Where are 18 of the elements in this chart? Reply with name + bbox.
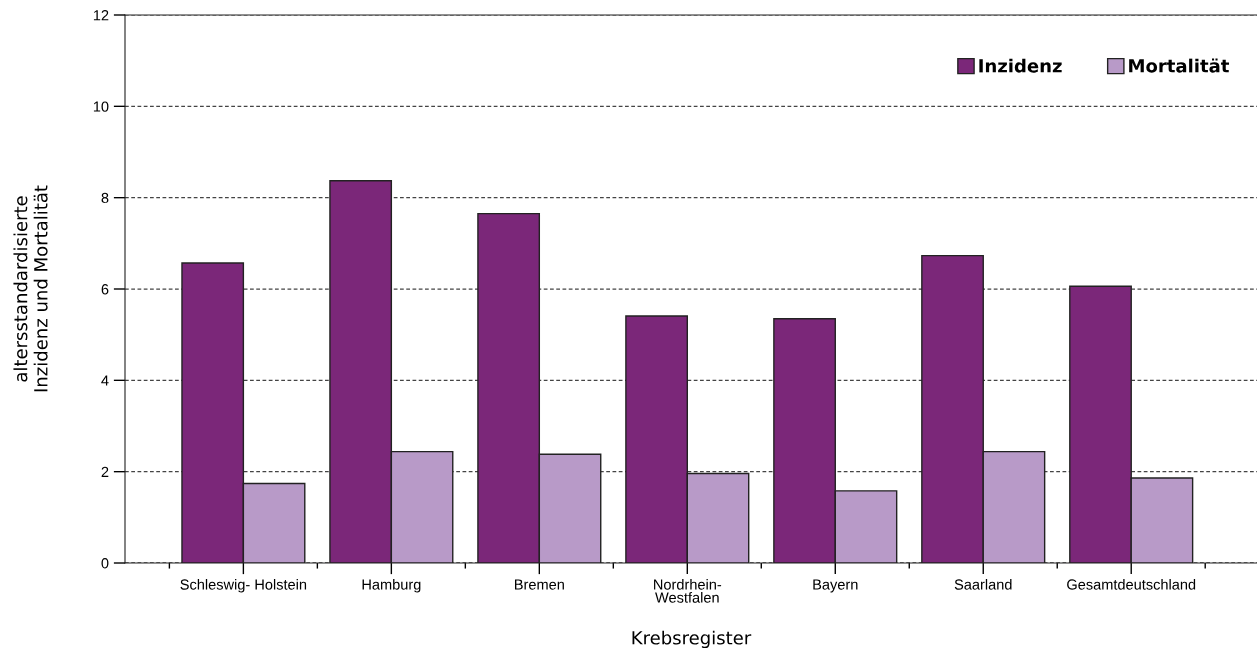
x-tick-label: Hamburg <box>362 578 421 593</box>
x-tick-label: Schleswig- Holstein <box>180 578 307 593</box>
y-tick-label: 8 <box>101 192 109 204</box>
legend-label: Inzidenz <box>979 58 1062 73</box>
legend-label: Mortalität <box>1129 58 1230 73</box>
x-tick-label: Nordrhein- Westfalen <box>654 578 722 603</box>
x-tick-label: Saarland <box>954 578 1012 590</box>
x-tick-label: Bayern <box>813 579 858 593</box>
y-tick-label: 4 <box>101 375 109 386</box>
y-tick-label: 10 <box>93 101 109 112</box>
x-axis-title: Krebsregister <box>632 630 752 649</box>
y-tick-label: 0 <box>101 558 109 569</box>
y-tick-label: 12 <box>93 10 109 21</box>
y-tick-label: 2 <box>101 466 109 477</box>
x-tick-label: Gesamtdeutschland <box>1067 578 1196 590</box>
y-tick-label: 6 <box>101 284 109 295</box>
x-tick-label: Bremen <box>514 579 564 590</box>
y-axis-title: altersstandardisierte Inzidenz und Mortalität <box>13 185 48 392</box>
